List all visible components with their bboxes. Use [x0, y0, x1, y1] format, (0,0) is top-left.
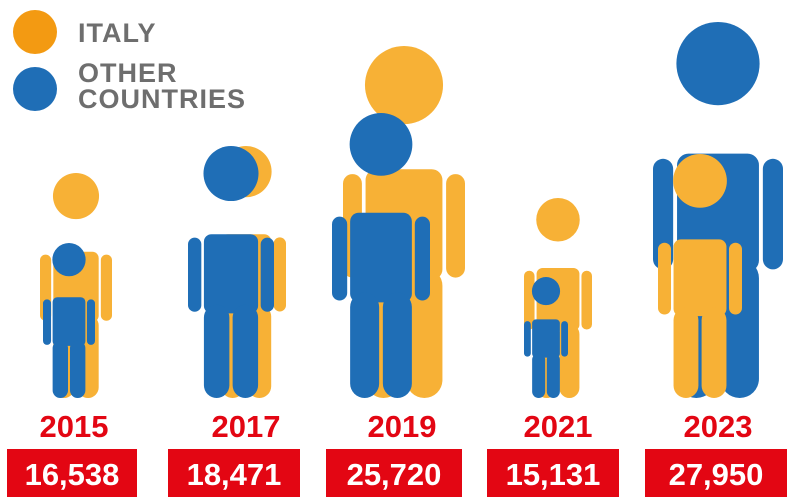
legend-italy-label: ITALY	[78, 18, 157, 48]
legend-other-swatch	[13, 67, 57, 111]
total-value-2017: 18,471	[187, 457, 282, 492]
figure-italy-2023	[658, 154, 742, 398]
figure-other-2017	[188, 146, 274, 398]
total-box-2017	[168, 449, 300, 497]
year-label-2015: 2015	[40, 409, 109, 444]
total-box-2023	[645, 449, 787, 497]
figures	[40, 22, 783, 398]
total-box-2021	[487, 449, 619, 497]
total-box-2015	[7, 449, 137, 497]
total-value-2015: 16,538	[25, 457, 120, 492]
year-label-2019: 2019	[368, 409, 437, 444]
total-value-2021: 15,131	[506, 457, 601, 492]
figure-other-2021	[524, 277, 568, 398]
figure-other-2015	[43, 243, 95, 398]
legend-italy-swatch	[13, 10, 57, 54]
total-value-2019: 25,720	[347, 457, 442, 492]
year-label-2021: 2021	[524, 409, 593, 444]
year-label-2017: 2017	[212, 409, 281, 444]
year-label-2023: 2023	[684, 409, 753, 444]
total-box-2019	[326, 449, 462, 497]
figure-italy-2021	[524, 198, 592, 398]
labels: 2015 16,538 2017 18,471 2019 25,720 2021 15,131…	[7, 409, 787, 497]
total-value-2023: 27,950	[669, 457, 764, 492]
figure-other-2019	[332, 113, 430, 398]
legend-other-label-line1: OTHER	[78, 58, 178, 88]
legend: ITALY OTHER COUNTRIES	[13, 10, 246, 114]
legend-other-label-line2: COUNTRIES	[78, 84, 246, 114]
